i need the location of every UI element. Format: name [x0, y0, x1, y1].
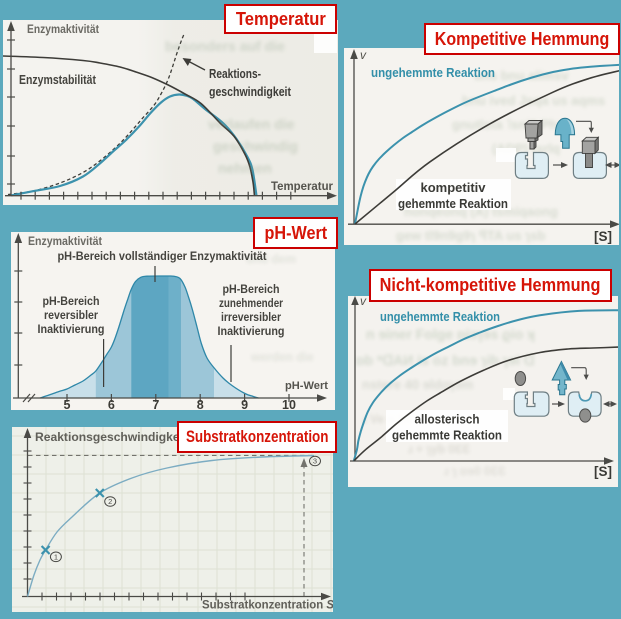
svg-text:v: v [360, 48, 367, 62]
svg-text:Inaktivierung: Inaktivierung [218, 326, 285, 338]
svg-text:Reaktions-: Reaktions- [209, 66, 261, 81]
svg-text:6: 6 [108, 398, 115, 410]
svg-text:5: 5 [64, 398, 71, 410]
svg-text:gehemmte Reaktion: gehemmte Reaktion [398, 196, 508, 211]
svg-text:[S]: [S] [594, 229, 612, 244]
svg-text:[S]: [S] [594, 464, 612, 479]
svg-text:10: 10 [282, 398, 296, 410]
svg-text:8: 8 [197, 398, 204, 410]
svg-text:kompetitiv: kompetitiv [421, 180, 487, 195]
svg-text:Inaktivierung: Inaktivierung [38, 324, 105, 336]
svg-text:pH-Bereich vollständiger Enzym: pH-Bereich vollständiger Enzymaktivität [58, 251, 267, 263]
svg-text:Enzymaktivität: Enzymaktivität [28, 236, 102, 248]
svg-text:Enzymstabilität: Enzymstabilität [19, 72, 97, 87]
svg-text:3: 3 [313, 457, 317, 466]
svg-text:zunehmender: zunehmender [219, 298, 283, 310]
svg-text:2: 2 [108, 497, 112, 506]
svg-text:Reaktionsgeschwindigkeit: Reaktionsgeschwindigkeit [35, 430, 187, 444]
svg-text:pH-Wert: pH-Wert [285, 380, 328, 392]
svg-text:reversibler: reversibler [44, 310, 98, 322]
svg-text:pH-Bereich: pH-Bereich [223, 284, 280, 296]
svg-text:1: 1 [54, 552, 58, 561]
svg-text:ungehemmte Reaktion: ungehemmte Reaktion [371, 65, 495, 80]
svg-text:gehemmte Reaktion: gehemmte Reaktion [392, 428, 502, 443]
svg-text:ungehemmte Reaktion: ungehemmte Reaktion [380, 309, 500, 324]
svg-text:Substratkonzentration S: Substratkonzentration S [202, 598, 333, 612]
svg-text:allosterisch: allosterisch [415, 412, 480, 427]
svg-text:9: 9 [241, 398, 248, 410]
svg-text:7: 7 [152, 398, 159, 410]
svg-text:geschwindigkeit: geschwindigkeit [209, 84, 292, 99]
svg-text:irreversibler: irreversibler [221, 312, 281, 324]
svg-text:Temperatur: Temperatur [271, 179, 333, 193]
svg-text:pH-Bereich: pH-Bereich [43, 296, 100, 308]
svg-text:v: v [360, 296, 367, 308]
svg-text:Enzymaktivität: Enzymaktivität [27, 22, 99, 36]
